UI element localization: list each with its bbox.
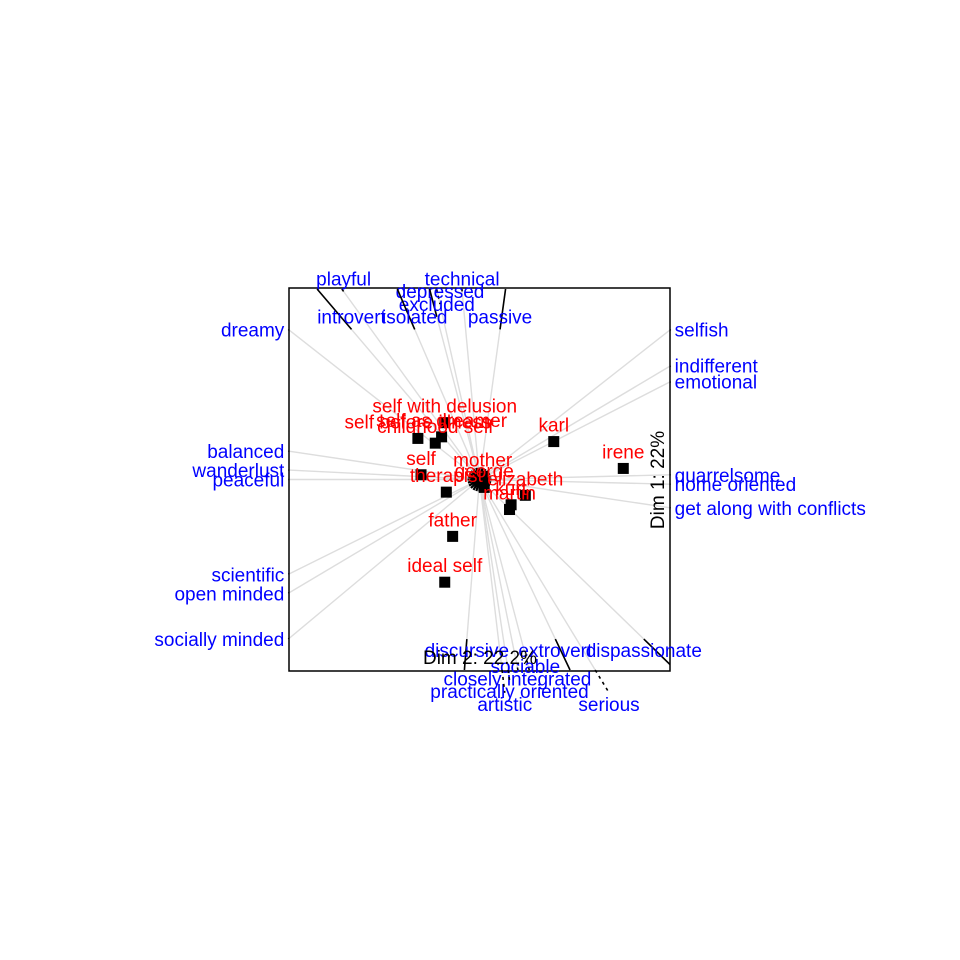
- construct-label-socially-minded: socially minded: [154, 630, 284, 651]
- construct-ray-indifferent: [479, 365, 671, 481]
- construct-rays: [288, 288, 671, 671]
- construct-label-get-along-with-conflicts: get along with conflicts: [675, 499, 866, 520]
- construct-ray-artistic: [478, 479, 503, 671]
- construct-ray-depressed: [435, 288, 481, 480]
- construct-connector-selfish: [669, 328, 672, 331]
- element-label-father: father: [428, 510, 477, 531]
- element-marker-self: [415, 469, 427, 481]
- construct-connector-passive: [499, 288, 507, 330]
- element-marker-ideal-self: [439, 576, 451, 588]
- construct-label-balanced: balanced: [207, 442, 284, 463]
- element-label-martin: martin: [483, 484, 536, 505]
- element-markers: [412, 417, 629, 588]
- element-label-self: self: [406, 449, 436, 470]
- construct-connector-extrovert: [554, 638, 571, 671]
- element-marker-therapist: [440, 486, 452, 498]
- construct-connector-serious: [594, 669, 610, 694]
- construct-ray-selfish: [479, 329, 671, 481]
- y-axis-label: Dim 1: 22%: [648, 431, 669, 529]
- construct-ray-discursive: [463, 479, 481, 671]
- construct-connector-isolated: [396, 288, 416, 330]
- construct-connector-discursive: [463, 639, 468, 671]
- construct-ray-get-along-with-conflicts: [479, 478, 671, 509]
- element-marker-martin: [504, 504, 516, 516]
- construct-label-open-minded: open minded: [174, 584, 284, 605]
- construct-connector-excluded: [428, 288, 438, 317]
- construct-connector-introvert: [316, 288, 353, 330]
- construct-label-discursive: discursive: [425, 641, 509, 662]
- construct-label-dispassionate: dispassionate: [586, 641, 702, 662]
- element-marker-irene: [617, 462, 629, 474]
- construct-ray-wanderlust: [288, 469, 480, 481]
- element-label-ideal-self: ideal self: [407, 556, 483, 577]
- x-axis-label: Dim 2: 22.2%: [423, 648, 537, 669]
- element-label-self-with-delusion: self with delusion: [372, 397, 517, 418]
- construct-ray-practically-oriented: [478, 479, 509, 671]
- construct-ray-balanced: [288, 450, 480, 481]
- element-label-elizabeth: elizabeth: [487, 469, 563, 490]
- construct-label-home-oriented: home oriented: [675, 475, 796, 496]
- construct-label-artistic: artistic: [477, 695, 532, 716]
- construct-connector-socially-minded: [287, 637, 290, 640]
- element-marker-self-with-delusion: [439, 417, 451, 429]
- construct-ray-serious: [478, 479, 596, 671]
- element-marker-karl: [548, 436, 560, 448]
- construct-ray-extrovert: [478, 479, 571, 671]
- construct-label-indifferent: indifferent: [675, 357, 759, 378]
- construct-connector-practically-oriented: [507, 669, 511, 681]
- construct-label-wanderlust: wanderlust: [191, 461, 285, 482]
- construct-connector-sociable: [524, 654, 531, 671]
- element-label-childhood-self: childhood self: [377, 417, 494, 438]
- construct-label-closely-integrated: closely integrated: [443, 670, 591, 691]
- construct-connector-closely-integrated: [516, 667, 519, 671]
- construct-label-playful: playful: [316, 269, 371, 290]
- element-label-therapist: therapist: [410, 466, 484, 487]
- element-label-mother: mother: [453, 450, 513, 471]
- construct-label-passive: passive: [468, 307, 532, 328]
- construct-connector-dreamy: [287, 328, 290, 331]
- construct-label-practically-oriented: practically oriented: [430, 682, 588, 703]
- construct-connector-playful: [341, 288, 345, 292]
- construct-label-isolated: isolated: [382, 307, 448, 328]
- construct-connector-depressed: [435, 288, 441, 305]
- construct-label-scientific: scientific: [211, 565, 284, 586]
- element-label-self-before-illness: self before illness: [344, 412, 491, 433]
- construct-ray-closely-integrated: [478, 479, 519, 671]
- element-marker-childhood-self: [429, 437, 441, 449]
- construct-ray-technical: [461, 288, 481, 480]
- construct-label-extrovert: extrovert: [518, 641, 593, 662]
- construct-label-serious: serious: [578, 695, 639, 716]
- label-layer: playful technicaldepressedexcludedisolate…: [154, 269, 865, 715]
- construct-ray-excluded: [428, 288, 481, 480]
- construct-ray-socially-minded: [288, 478, 480, 640]
- construct-label-technical: technical: [425, 269, 500, 290]
- element-marker-father: [447, 530, 459, 542]
- element-label-george: george: [455, 461, 514, 482]
- construct-ray-open-minded: [288, 478, 480, 594]
- construct-label-introvert: introvert: [317, 307, 386, 328]
- construct-ray-emotional: [479, 381, 671, 481]
- origin-marker-cluster: [467, 467, 492, 492]
- construct-connector-dispassionate: [643, 638, 671, 666]
- construct-ray-sociable: [478, 479, 530, 671]
- element-label-irene: irene: [602, 442, 644, 463]
- element-label-self-as-dreamer: self as dreamer: [376, 411, 508, 432]
- construct-label-emotional: emotional: [675, 373, 757, 394]
- element-label-kurt: kurt: [495, 479, 527, 500]
- construct-ray-playful: [341, 288, 481, 480]
- construct-ray-dreamy: [288, 329, 480, 481]
- construct-label-depressed: depressed: [396, 282, 485, 303]
- construct-label-quarrelsome: quarrelsome: [675, 466, 781, 487]
- construct-label-peaceful: peaceful: [212, 471, 284, 492]
- construct-ray-home-oriented: [479, 478, 671, 485]
- construct-label-excluded: excluded: [399, 295, 475, 316]
- element-marker-self-before-illness: [412, 432, 424, 444]
- construct-label-dreamy: dreamy: [221, 320, 285, 341]
- element-marker-elizabeth: [519, 489, 531, 501]
- element-marker-self-as-dreamer: [436, 431, 448, 443]
- element-label-karl: karl: [538, 416, 569, 437]
- construct-label-selfish: selfish: [675, 320, 729, 341]
- construct-ray-quarrelsome: [479, 474, 671, 481]
